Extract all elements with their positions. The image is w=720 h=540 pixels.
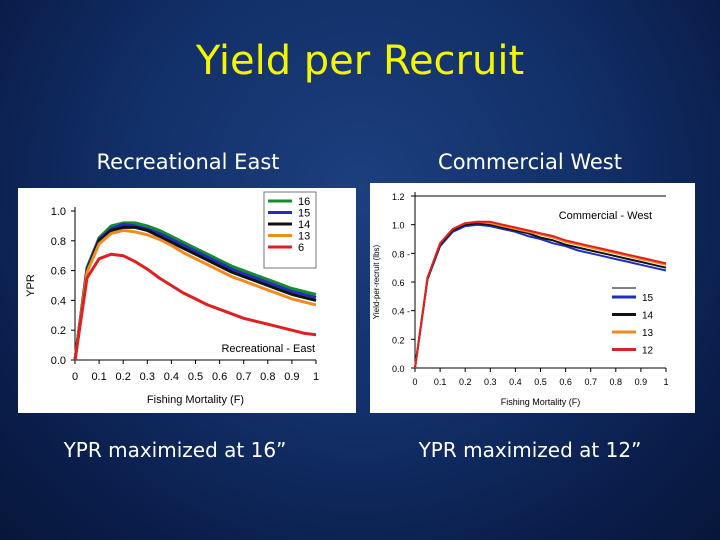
series-line-15 — [414, 223, 667, 369]
y-tick-label: 0.6 — [392, 278, 405, 288]
series-line-14 — [73, 225, 317, 361]
series-line-16 — [73, 221, 317, 361]
legend-label-16: 16 — [298, 196, 310, 208]
y-tick-label: 1.0 — [51, 206, 66, 218]
left-chart-panel: 0.0 0.2 0.4 0.6 0.8 1.0 0 0.1 0.2 0.3 0.4 0.5 0.6 0.7… — [18, 188, 356, 413]
x-tick-label: 0.5 — [188, 371, 203, 383]
y-tick-label: 0.4 — [51, 295, 66, 307]
x-tick-label: 1 — [313, 371, 319, 383]
x-tick-label: 0 — [72, 371, 78, 383]
right-caption: YPR maximized at 12” — [418, 438, 642, 462]
y-tick-label: 0.4 - — [392, 307, 410, 317]
commercial-west-chart: 0.0 0.2 0.4 - 0.6 0.8 - 1.0 1.2 0 0.1 0.2 0.3 0.4 0.… — [372, 192, 669, 407]
right-chart-panel: 0.0 0.2 0.4 - 0.6 0.8 - 1.0 1.2 0 0.1 0.2 0.3 0.4 0.… — [370, 183, 695, 413]
legend-label-15: 15 — [298, 208, 310, 220]
y-axis-label: Yield-per-recruit (lbs) — [372, 244, 381, 319]
y-tick-label: 1.0 — [392, 221, 405, 231]
y-tick-label: 0.2 — [51, 325, 66, 337]
legend-label-15: 15 — [642, 293, 654, 304]
x-tick-label: 0.4 — [509, 377, 522, 387]
series-line-6 — [73, 252, 317, 361]
y-tick-label: 0.8 — [51, 236, 66, 248]
x-tick-label: 0.6 — [212, 371, 227, 383]
x-tick-label: 0.6 — [559, 377, 572, 387]
legend-box — [263, 191, 317, 269]
legend-label-14: 14 — [642, 311, 654, 322]
chart-annotation: Commercial - West — [559, 210, 652, 222]
legend-label-12: 12 — [642, 346, 654, 357]
y-tick-label: 1.2 — [392, 192, 405, 202]
x-tick-label: 0.7 — [584, 377, 597, 387]
y-tick-label: 0.8 - — [392, 249, 410, 259]
x-tick-label: 0.3 — [140, 371, 155, 383]
x-tick-label: 0.3 — [484, 377, 497, 387]
y-tick-label: 0.0 — [51, 355, 66, 367]
x-tick-label: 0.5 — [534, 377, 547, 387]
x-tick-label: 0.9 — [635, 377, 648, 387]
series-line-13 — [414, 220, 667, 369]
series-line-13 — [73, 228, 317, 361]
y-tick-label: 0.2 — [392, 335, 405, 345]
right-heading: Commercial West — [438, 150, 622, 174]
series-line-14 — [414, 222, 667, 369]
y-tick-label: 0.6 — [51, 266, 66, 278]
x-tick-label: 0.4 — [164, 371, 179, 383]
x-tick-label: 1 — [663, 377, 668, 387]
legend-label-13: 13 — [298, 231, 310, 243]
x-axis-label: Fishing Mortality (F) — [147, 394, 244, 406]
x-tick-label: 0.8 — [260, 371, 275, 383]
left-heading: Recreational East — [96, 150, 280, 174]
x-axis-label: Fishing Mortality (F) — [501, 397, 581, 407]
x-tick-label: 0.1 — [434, 377, 447, 387]
x-tick-label: 0 — [412, 377, 417, 387]
y-axis-label: YPR — [25, 274, 37, 297]
x-tick-label: 0.1 — [91, 371, 106, 383]
y-tick-label: 0.0 — [392, 364, 405, 374]
x-tick-label: 0.7 — [236, 371, 251, 383]
series-line-12 — [414, 220, 667, 369]
legend-label-6: 6 — [298, 242, 304, 254]
x-tick-label: 0.2 — [116, 371, 131, 383]
x-tick-label: 0.9 — [284, 371, 299, 383]
chart-annotation: Recreational - East — [221, 343, 315, 355]
series-line-15 — [73, 222, 317, 361]
x-tick-label: 0.2 — [459, 377, 472, 387]
left-caption: YPR maximized at 16” — [63, 438, 287, 462]
slide-title: Yield per Recruit — [195, 38, 525, 84]
x-tick-label: 0.8 — [610, 377, 623, 387]
recreational-east-chart: 0.0 0.2 0.4 0.6 0.8 1.0 0 0.1 0.2 0.3 0.4 0.5 0.6 0.7… — [25, 191, 319, 406]
legend-label-13: 13 — [642, 328, 654, 339]
legend-label-14: 14 — [298, 219, 310, 231]
